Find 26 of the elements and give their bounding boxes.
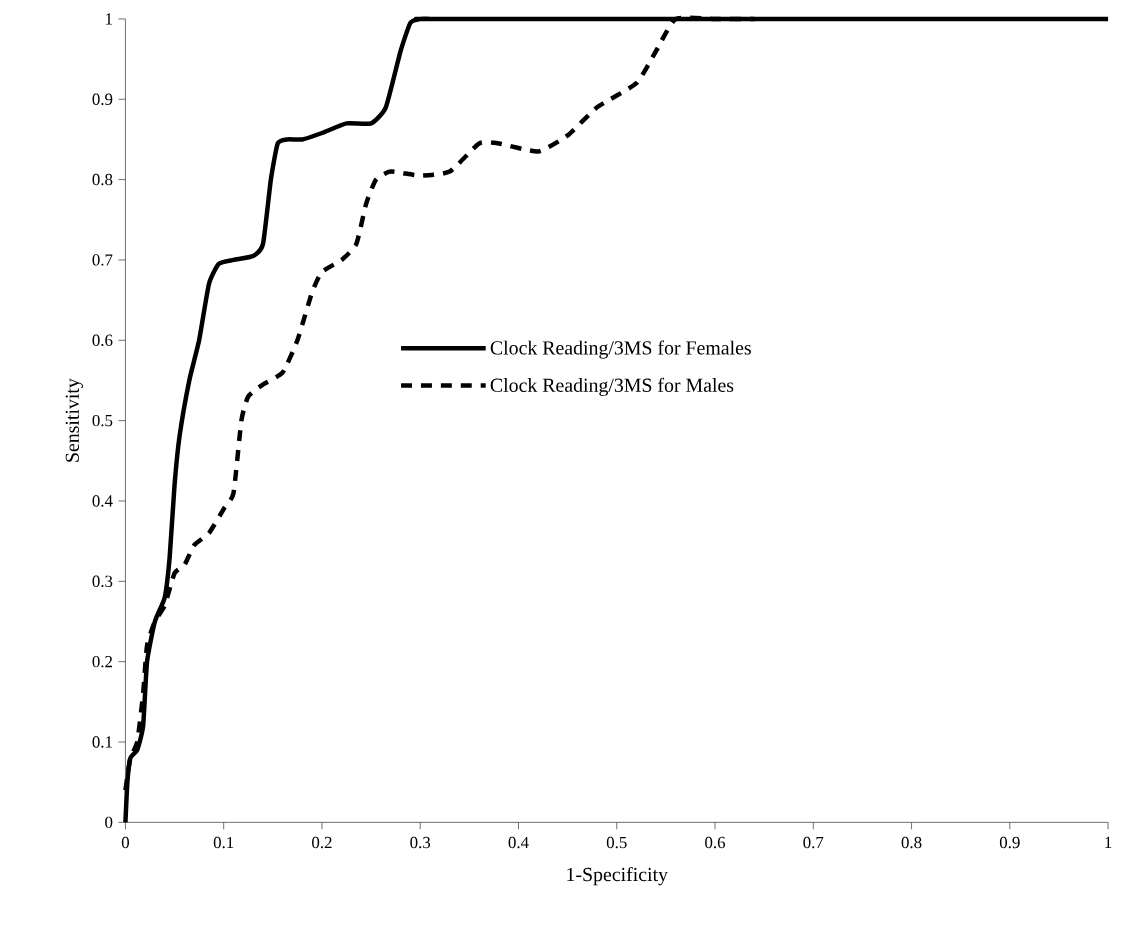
legend-label: Clock Reading/3MS for Females	[490, 340, 751, 359]
y-tick-label: 0.2	[92, 656, 113, 668]
x-tick-label: 0.1	[213, 836, 234, 849]
x-tick-label: 1	[1105, 836, 1112, 849]
legend-label: Clock Reading/3MS for Males	[490, 377, 734, 397]
y-tick-label: 0.8	[92, 173, 113, 186]
x-tick-label: 0.6	[705, 836, 726, 849]
x-tick-label: 0.7	[803, 836, 824, 849]
y-tick-label: 0.5	[92, 414, 113, 427]
y-tick-label: 0.1	[92, 736, 112, 748]
x-tick-label: 0.9	[999, 836, 1020, 849]
x-tick-label: 0	[121, 836, 129, 849]
x-tick-label: 0.5	[606, 836, 627, 849]
y-tick-label: 0.7	[92, 254, 113, 266]
x-tick-label: 0.2	[312, 836, 332, 849]
y-axis-title: Sensitivity	[65, 378, 84, 462]
x-tick-label: 0.4	[508, 836, 529, 849]
y-tick-label: 0.9	[92, 93, 113, 106]
x-axis-title: 1-Specificity	[567, 867, 668, 886]
y-tick-label: 0.6	[92, 334, 113, 347]
x-tick-label: 0.8	[901, 836, 922, 849]
y-tick-label: 0	[105, 816, 113, 829]
y-tick-label: 0.3	[92, 575, 113, 588]
y-tick-label: 1	[106, 13, 112, 25]
x-tick-label: 0.3	[410, 836, 431, 849]
y-tick-label: 0.4	[92, 495, 113, 507]
